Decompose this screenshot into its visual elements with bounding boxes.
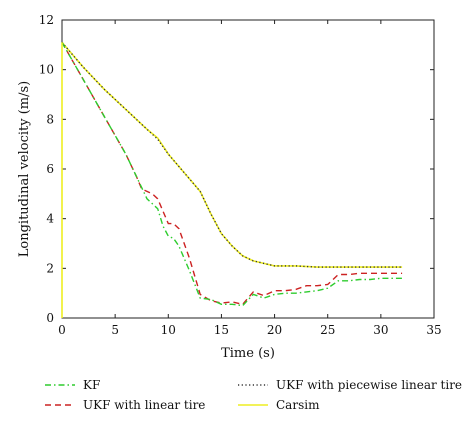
series-group	[61, 41, 403, 318]
series-line-carsim	[61, 41, 403, 268]
y-tick-label: 10	[39, 63, 54, 77]
legend-label: UKF with linear tire	[83, 398, 205, 412]
y-tick-label: 12	[39, 13, 54, 27]
legend-label: UKF with piecewise linear tire	[276, 378, 462, 392]
x-tick-label: 5	[111, 323, 119, 337]
series-line-ukf-with-linear-tire	[61, 42, 403, 306]
legend-label: Carsim	[276, 398, 320, 412]
x-tick-label: 30	[373, 323, 388, 337]
y-tick-label: 8	[46, 112, 54, 126]
series-line-ukf-with-piecewise-linear-tire	[61, 41, 403, 268]
y-axis-title: Longitudinal velocity (m/s)	[17, 81, 32, 257]
series-line-kf	[61, 42, 403, 307]
y-tick-label: 0	[46, 311, 54, 325]
y-tick-label: 4	[46, 212, 54, 226]
x-tick-label: 15	[214, 323, 229, 337]
legend-label: KF	[83, 378, 100, 392]
x-tick-label: 20	[267, 323, 282, 337]
legend: KF UKF with linear tire UKF with piecewise…	[45, 378, 462, 412]
x-tick-label: 0	[58, 323, 66, 337]
x-tick-label: 25	[320, 323, 335, 337]
x-tick-label: 10	[161, 323, 176, 337]
x-axis-title: Time (s)	[221, 346, 275, 361]
x-tick-label: 35	[426, 323, 441, 337]
y-tick-label: 2	[46, 261, 54, 275]
axis-ticks: 0 5 10 15 20 25 30 35 0 2 4 6 8 10 12	[39, 13, 442, 337]
plot-frame	[61, 19, 435, 319]
y-tick-label: 6	[46, 162, 54, 176]
